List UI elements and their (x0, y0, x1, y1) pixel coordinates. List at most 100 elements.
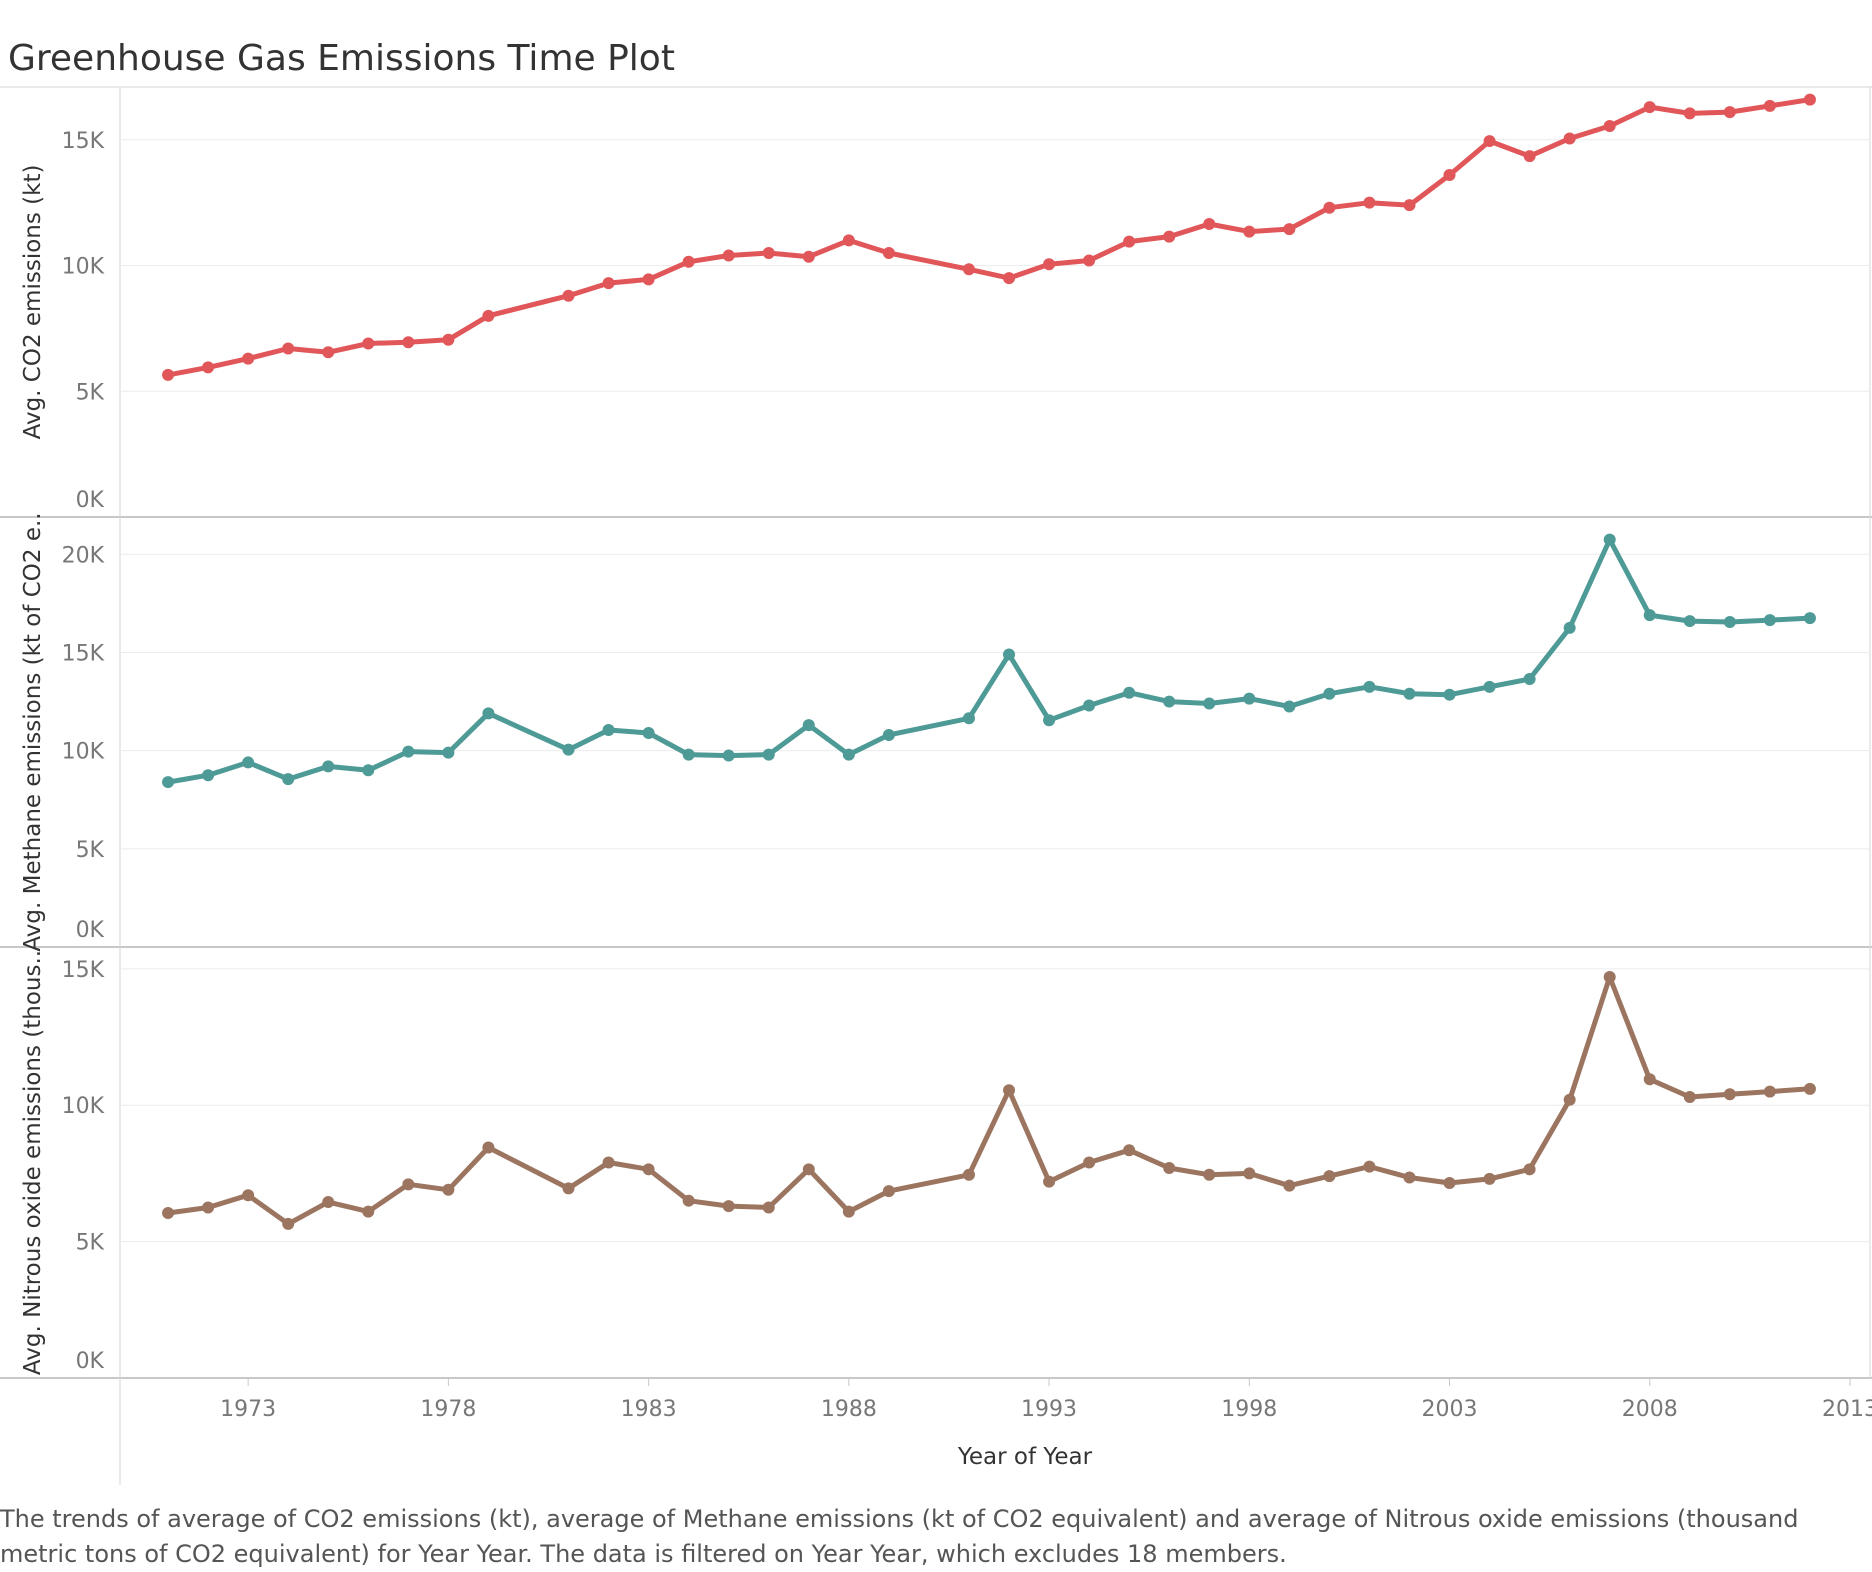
data-point[interactable] (1643, 609, 1656, 622)
data-point[interactable] (402, 1178, 415, 1191)
data-point[interactable] (842, 234, 855, 247)
data-point[interactable] (1723, 106, 1736, 119)
data-point[interactable] (1603, 533, 1616, 546)
data-point[interactable] (1483, 135, 1496, 148)
data-point[interactable] (1283, 1179, 1296, 1192)
data-point[interactable] (1323, 201, 1336, 214)
data-point[interactable] (1603, 971, 1616, 984)
data-point[interactable] (1563, 1093, 1576, 1106)
data-point[interactable] (282, 342, 295, 355)
data-point[interactable] (362, 1205, 375, 1218)
data-point[interactable] (322, 1196, 335, 1209)
data-point[interactable] (1443, 688, 1456, 701)
data-point[interactable] (1163, 1161, 1176, 1174)
data-point[interactable] (1763, 1085, 1776, 1098)
data-point[interactable] (1163, 695, 1176, 708)
data-point[interactable] (1643, 101, 1656, 114)
data-point[interactable] (162, 368, 175, 381)
data-point[interactable] (722, 1200, 735, 1213)
data-point[interactable] (1443, 1176, 1456, 1189)
data-point[interactable] (1243, 692, 1256, 705)
data-point[interactable] (1123, 235, 1136, 248)
data-point[interactable] (602, 277, 615, 290)
data-point[interactable] (802, 1163, 815, 1176)
data-point[interactable] (802, 250, 815, 263)
data-point[interactable] (362, 337, 375, 350)
data-point[interactable] (802, 719, 815, 732)
data-point[interactable] (482, 1141, 495, 1154)
data-point[interactable] (882, 728, 895, 741)
data-point[interactable] (1123, 1144, 1136, 1157)
data-point[interactable] (682, 255, 695, 268)
data-point[interactable] (202, 361, 215, 374)
data-point[interactable] (1523, 1163, 1536, 1176)
data-point[interactable] (1203, 1168, 1216, 1181)
data-point[interactable] (242, 1189, 255, 1202)
data-point[interactable] (962, 263, 975, 276)
data-point[interactable] (1243, 225, 1256, 238)
data-point[interactable] (1603, 119, 1616, 132)
data-point[interactable] (1083, 699, 1096, 712)
data-point[interactable] (642, 726, 655, 739)
data-point[interactable] (1803, 93, 1816, 106)
data-point[interactable] (562, 743, 575, 756)
data-point[interactable] (402, 745, 415, 758)
data-point[interactable] (1523, 150, 1536, 163)
data-point[interactable] (1363, 1160, 1376, 1173)
data-point[interactable] (1323, 1170, 1336, 1183)
data-point[interactable] (482, 309, 495, 322)
data-point[interactable] (282, 1217, 295, 1230)
data-point[interactable] (362, 764, 375, 777)
data-point[interactable] (322, 760, 335, 773)
data-point[interactable] (1163, 230, 1176, 243)
data-point[interactable] (1763, 99, 1776, 112)
data-point[interactable] (682, 748, 695, 761)
data-point[interactable] (1363, 680, 1376, 693)
data-point[interactable] (1523, 672, 1536, 685)
data-point[interactable] (722, 749, 735, 762)
data-point[interactable] (162, 776, 175, 789)
data-point[interactable] (1403, 687, 1416, 700)
data-point[interactable] (1443, 169, 1456, 182)
data-point[interactable] (1563, 621, 1576, 634)
data-point[interactable] (1683, 615, 1696, 628)
data-point[interactable] (642, 1163, 655, 1176)
data-point[interactable] (762, 1201, 775, 1214)
data-point[interactable] (1323, 687, 1336, 700)
data-point[interactable] (1123, 686, 1136, 699)
data-point[interactable] (1643, 1073, 1656, 1086)
data-point[interactable] (682, 1194, 695, 1207)
data-point[interactable] (242, 756, 255, 769)
data-point[interactable] (202, 769, 215, 782)
data-point[interactable] (882, 246, 895, 259)
data-point[interactable] (962, 712, 975, 725)
data-point[interactable] (442, 1183, 455, 1196)
data-point[interactable] (1563, 132, 1576, 145)
data-point[interactable] (882, 1185, 895, 1198)
data-point[interactable] (1003, 272, 1016, 285)
data-point[interactable] (562, 1182, 575, 1195)
data-point[interactable] (642, 273, 655, 286)
data-point[interactable] (1283, 223, 1296, 236)
data-point[interactable] (842, 1205, 855, 1218)
data-point[interactable] (242, 352, 255, 365)
data-point[interactable] (1723, 616, 1736, 629)
data-point[interactable] (1483, 1172, 1496, 1185)
data-point[interactable] (1043, 1175, 1056, 1188)
data-point[interactable] (562, 289, 575, 302)
data-point[interactable] (602, 724, 615, 737)
data-point[interactable] (1363, 196, 1376, 209)
data-point[interactable] (482, 707, 495, 720)
data-point[interactable] (282, 773, 295, 786)
data-point[interactable] (1803, 1082, 1816, 1095)
data-point[interactable] (1403, 199, 1416, 212)
data-point[interactable] (1203, 218, 1216, 231)
data-point[interactable] (322, 346, 335, 359)
data-point[interactable] (1003, 1084, 1016, 1097)
data-point[interactable] (1203, 697, 1216, 710)
data-point[interactable] (602, 1156, 615, 1169)
data-point[interactable] (442, 746, 455, 759)
data-point[interactable] (1083, 1156, 1096, 1169)
data-point[interactable] (402, 336, 415, 349)
data-point[interactable] (962, 1168, 975, 1181)
